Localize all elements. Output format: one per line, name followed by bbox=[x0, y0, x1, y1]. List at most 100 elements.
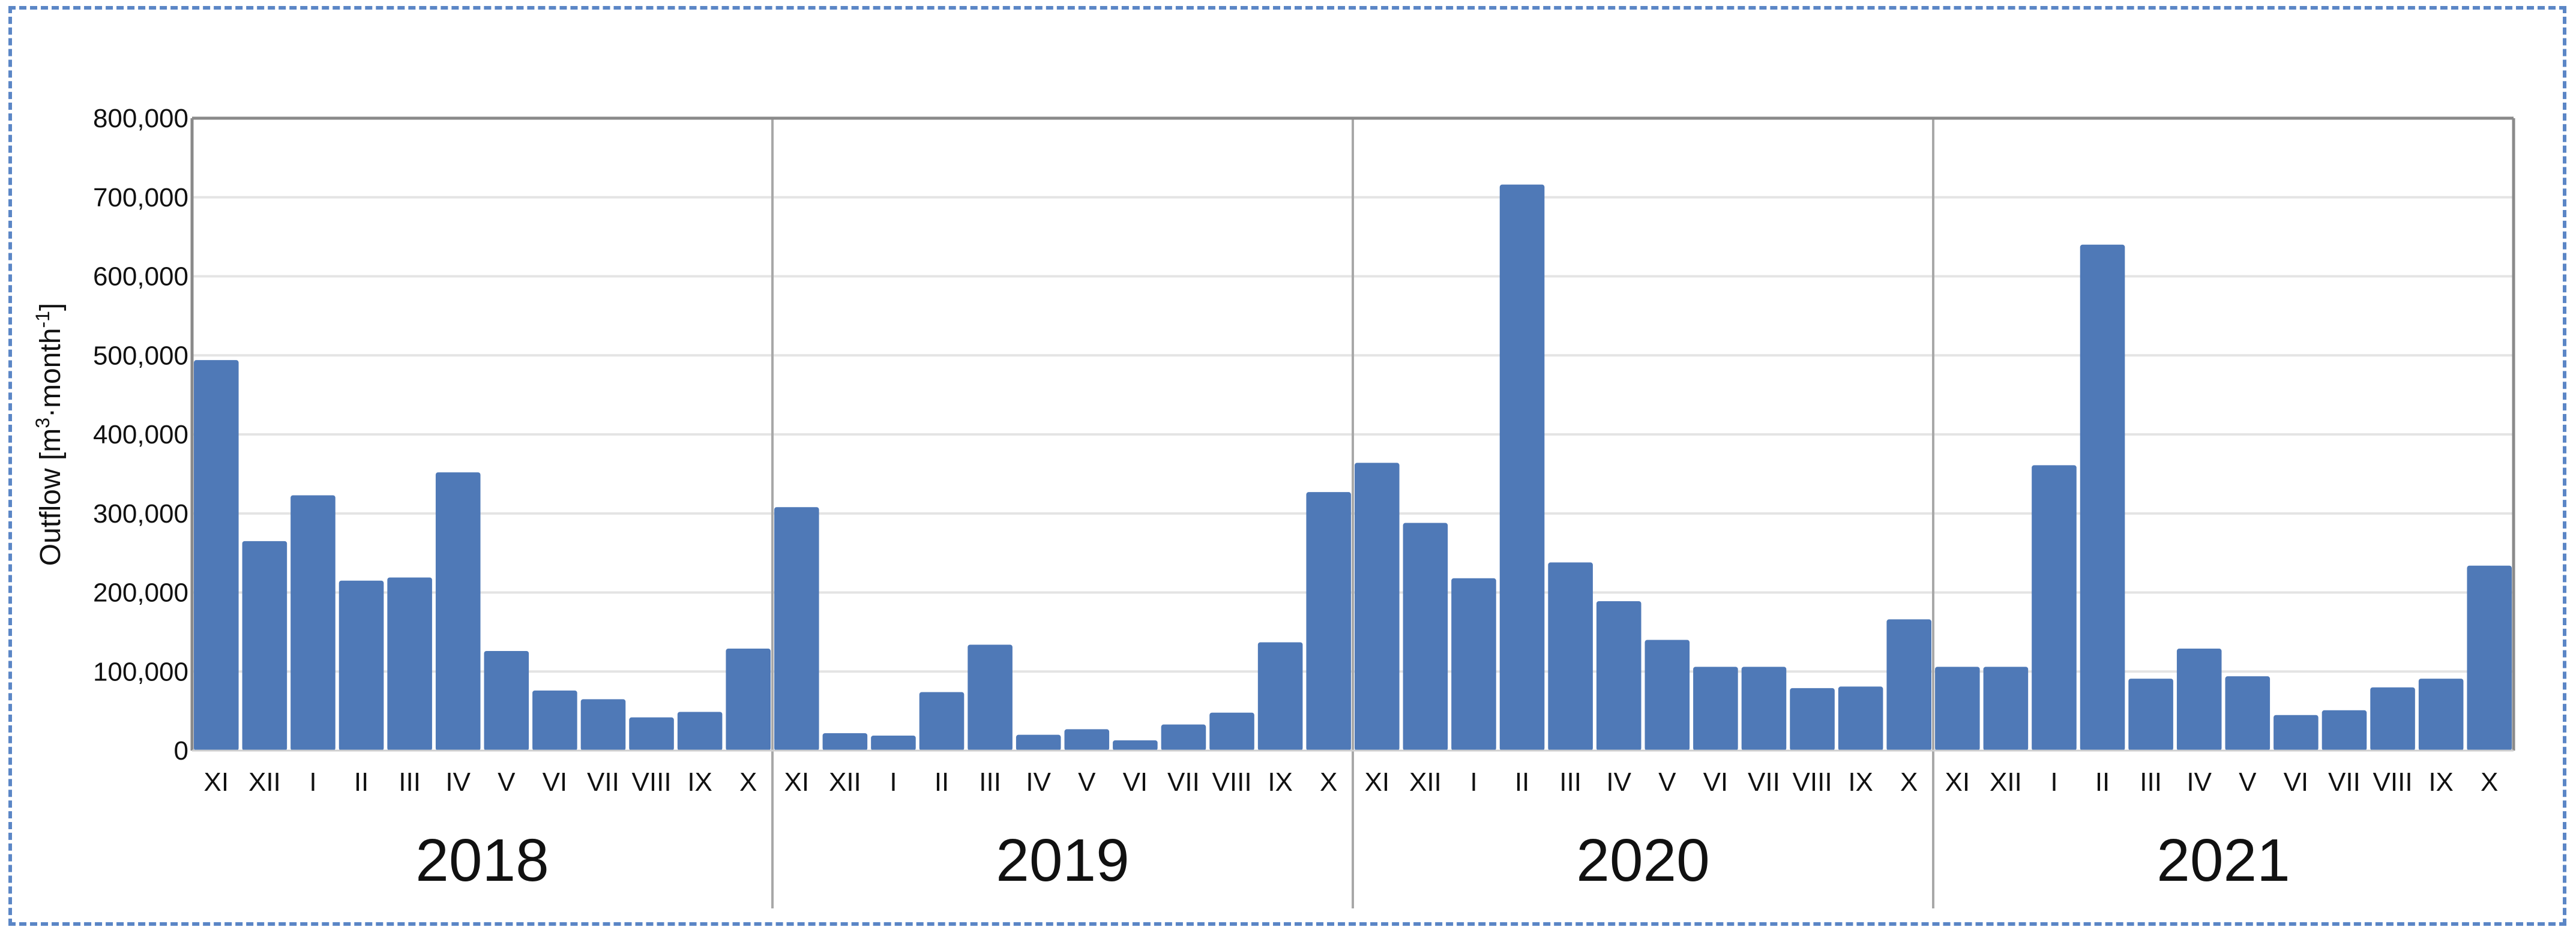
bar-2020-III bbox=[1548, 562, 1593, 751]
month-label: VII bbox=[587, 767, 619, 797]
bar-2019-VI bbox=[1113, 740, 1158, 751]
bar-2019-XII bbox=[822, 733, 868, 751]
bar-2019-V bbox=[1064, 729, 1110, 751]
bar-2021-VI bbox=[2274, 715, 2319, 751]
gridlines bbox=[192, 196, 2514, 673]
bar-2020-XII bbox=[1403, 523, 1448, 751]
month-label: V bbox=[1078, 767, 1096, 797]
month-label: II bbox=[354, 767, 369, 797]
month-label: VI bbox=[2284, 767, 2309, 797]
bar-2018-XII bbox=[242, 541, 287, 751]
bar-2020-IV bbox=[1596, 601, 1642, 751]
month-label: VI bbox=[543, 767, 568, 797]
month-label: XII bbox=[1409, 767, 1442, 797]
month-label: VI bbox=[1123, 767, 1148, 797]
y-axis-label: Outflow [m3·month-1] bbox=[32, 303, 67, 566]
month-label: X bbox=[739, 767, 757, 797]
month-label: VII bbox=[1167, 767, 1200, 797]
bar-2019-IX bbox=[1257, 642, 1303, 751]
month-label: V bbox=[1658, 767, 1676, 797]
bar-2018-IX bbox=[677, 712, 723, 751]
bar-2018-III bbox=[387, 577, 432, 751]
month-label: III bbox=[399, 767, 421, 797]
bar-2021-X bbox=[2467, 565, 2512, 751]
month-label: X bbox=[1900, 767, 1918, 797]
bar-2020-X bbox=[1886, 619, 1931, 751]
bar-2021-IX bbox=[2418, 679, 2464, 751]
month-label: X bbox=[2481, 767, 2498, 797]
y-axis-ticks: 0 100,000 200,000 300,000 400,000 500,000 600,… bbox=[93, 104, 188, 766]
month-label: IX bbox=[1848, 767, 1873, 797]
y-tick-label: 200,000 bbox=[93, 578, 188, 608]
bar-2021-I bbox=[2032, 465, 2077, 751]
y-tick-label: 600,000 bbox=[93, 262, 188, 292]
bar-2021-XI bbox=[1935, 667, 1980, 751]
month-label: IV bbox=[1606, 767, 1631, 797]
figure-frame bbox=[8, 6, 2566, 926]
month-label: IV bbox=[2186, 767, 2212, 797]
bar-2019-XI bbox=[774, 507, 819, 751]
y-tick-label: 700,000 bbox=[93, 183, 188, 212]
y-tick-label: 400,000 bbox=[93, 420, 188, 449]
y-tick-label: 500,000 bbox=[93, 341, 188, 370]
month-label: IX bbox=[687, 767, 712, 797]
month-label: II bbox=[934, 767, 949, 797]
bar-2018-V bbox=[484, 650, 529, 751]
month-label: XI bbox=[1945, 767, 1970, 797]
y-tick-label: 100,000 bbox=[93, 657, 188, 686]
month-label: II bbox=[2095, 767, 2110, 797]
month-label: XI bbox=[784, 767, 810, 797]
month-label: XI bbox=[1365, 767, 1390, 797]
bar-2019-VIII bbox=[1209, 712, 1254, 751]
month-label: V bbox=[2239, 767, 2257, 797]
bar-2018-VI bbox=[532, 690, 577, 751]
month-label: III bbox=[1559, 767, 1581, 797]
month-label: I bbox=[1470, 767, 1477, 797]
bar-2019-VII bbox=[1161, 724, 1206, 751]
bars bbox=[194, 184, 2512, 751]
month-label: IX bbox=[2428, 767, 2454, 797]
month-label: II bbox=[1515, 767, 1529, 797]
bar-2020-II bbox=[1499, 184, 1545, 751]
month-label: VII bbox=[1748, 767, 1780, 797]
bar-2020-VIII bbox=[1790, 688, 1835, 751]
month-label: XII bbox=[829, 767, 861, 797]
month-label: VIII bbox=[2373, 767, 2413, 797]
bar-2018-XI bbox=[194, 360, 239, 751]
month-label: I bbox=[309, 767, 316, 797]
y-tick-label: 800,000 bbox=[93, 104, 188, 133]
month-label: IX bbox=[1268, 767, 1293, 797]
bar-2020-VI bbox=[1693, 667, 1738, 751]
month-label: X bbox=[1320, 767, 1337, 797]
month-label: III bbox=[2140, 767, 2162, 797]
month-label: V bbox=[498, 767, 516, 797]
month-label: IV bbox=[1026, 767, 1051, 797]
bar-2021-V bbox=[2225, 676, 2271, 751]
bar-2021-II bbox=[2080, 244, 2125, 751]
y-tick-label: 0 bbox=[174, 736, 188, 766]
month-label: VII bbox=[2328, 767, 2361, 797]
year-label: 2019 bbox=[996, 827, 1129, 894]
month-label: VI bbox=[1703, 767, 1729, 797]
bar-2018-II bbox=[339, 580, 384, 751]
month-label: XII bbox=[1990, 767, 2022, 797]
bar-2018-X bbox=[726, 649, 771, 751]
month-label: VIII bbox=[1793, 767, 1832, 797]
month-label: XI bbox=[204, 767, 229, 797]
month-label: IV bbox=[445, 767, 471, 797]
year-label: 2020 bbox=[1576, 827, 1709, 894]
plot-frame bbox=[190, 116, 2515, 908]
month-label: VIII bbox=[632, 767, 672, 797]
y-tick-label: 300,000 bbox=[93, 499, 188, 529]
bar-2020-I bbox=[1451, 578, 1496, 751]
year-label: 2021 bbox=[2156, 827, 2290, 894]
bar-2020-V bbox=[1645, 640, 1690, 751]
bar-2019-III bbox=[968, 644, 1013, 751]
month-label: VIII bbox=[1212, 767, 1252, 797]
bar-2021-VIII bbox=[2370, 687, 2415, 751]
bar-2018-VIII bbox=[629, 717, 674, 751]
bar-2020-IX bbox=[1838, 686, 1883, 751]
bar-2019-X bbox=[1306, 492, 1351, 751]
